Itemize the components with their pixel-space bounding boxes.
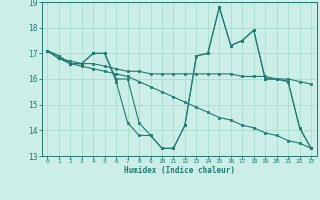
X-axis label: Humidex (Indice chaleur): Humidex (Indice chaleur) [124, 166, 235, 175]
